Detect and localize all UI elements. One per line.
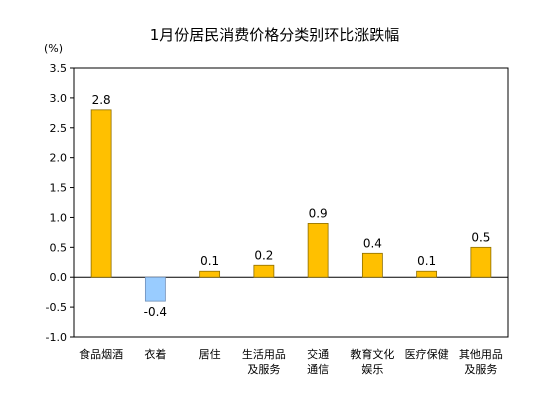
y-tick-label: 2.5: [50, 122, 68, 135]
data-label: 0.1: [200, 254, 219, 268]
x-category-label: 及服务: [464, 363, 497, 376]
y-tick-label: -0.5: [46, 301, 67, 314]
x-category-label: 及服务: [247, 363, 280, 376]
y-tick-label: 3.0: [50, 92, 68, 105]
x-category-label: 生活用品: [242, 347, 286, 361]
x-category-label: 衣着: [144, 347, 166, 361]
bar: [361, 252, 383, 278]
bar: [90, 109, 112, 278]
bar: [199, 270, 221, 278]
data-label: 0.9: [309, 206, 328, 220]
x-category-label: 交通: [307, 347, 329, 361]
y-tick-label: 2.0: [50, 152, 68, 165]
x-category-label: 教育文化: [350, 347, 394, 361]
bar: [307, 223, 329, 278]
data-label: 0.2: [254, 248, 273, 262]
bar: [416, 270, 438, 278]
x-category-label: 食品烟酒: [79, 347, 123, 361]
data-label: 0.5: [471, 230, 490, 244]
x-category-label: 通信: [307, 363, 329, 376]
x-category-label: 医疗保健: [405, 347, 449, 361]
y-tick-label: 0.5: [50, 241, 68, 254]
data-label: 0.1: [417, 254, 436, 268]
data-label: 2.8: [92, 93, 111, 107]
x-category-label: 娱乐: [361, 362, 383, 376]
y-tick-label: 3.5: [50, 62, 68, 75]
data-label: -0.4: [144, 305, 167, 319]
y-axis-unit: (%): [44, 42, 64, 55]
bar: [253, 264, 275, 278]
y-tick-label: 1.0: [50, 211, 68, 224]
x-category-label: 其他用品: [459, 348, 503, 361]
plot-frame: [73, 67, 509, 338]
y-tick-label: 0.0: [50, 271, 68, 284]
bar: [470, 246, 492, 278]
bar: [144, 276, 166, 302]
y-tick-label: 1.5: [50, 182, 68, 195]
chart-title: 1月份居民消费价格分类别环比涨跌幅: [149, 26, 400, 44]
data-label: 0.4: [363, 236, 382, 250]
y-tick-label: -1.0: [46, 331, 67, 344]
x-category-label: 居住: [199, 347, 221, 361]
